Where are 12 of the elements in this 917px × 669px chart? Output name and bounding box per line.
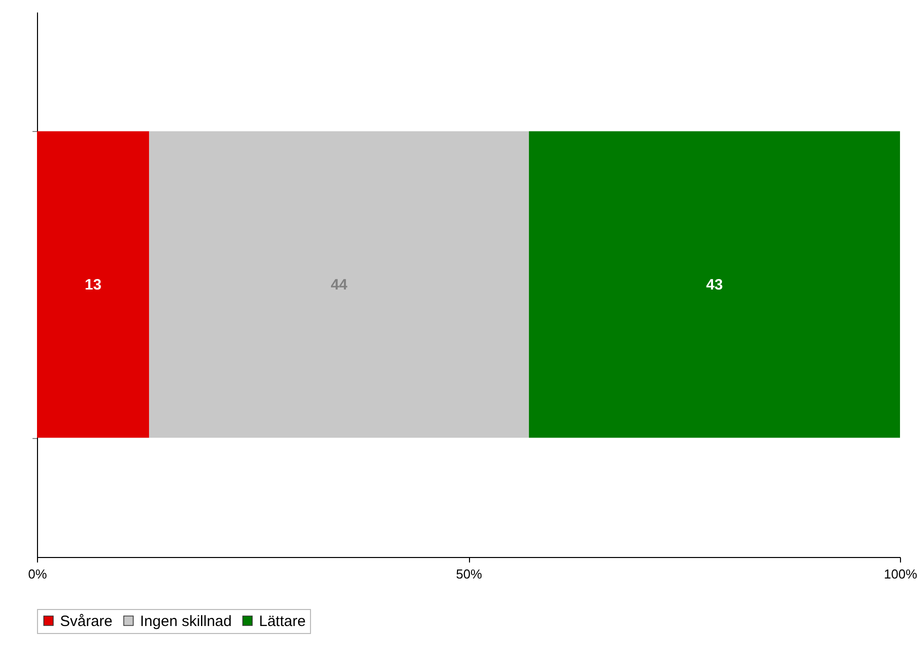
x-tick-label: 0% [28,566,48,582]
bar [528,131,900,438]
legend-label: Svårare [60,612,113,630]
data-label: 44 [330,276,348,294]
legend-label: Ingen skillnad [140,612,232,630]
legend-label: Lättare [259,612,306,630]
bar [149,131,529,438]
x-tick-label: 50% [456,566,482,582]
data-label: 43 [706,276,723,294]
data-label: 13 [84,276,102,294]
x-tick-label: 100% [884,566,917,582]
bar [37,131,150,438]
